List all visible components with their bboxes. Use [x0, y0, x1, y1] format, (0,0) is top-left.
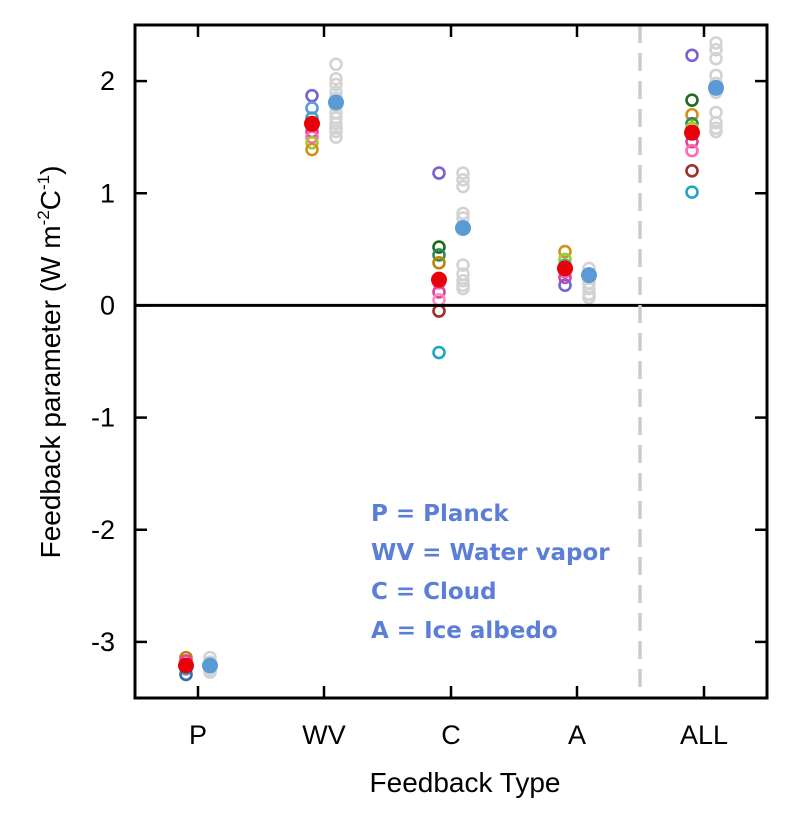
- x-tick-label-all: ALL: [680, 720, 728, 750]
- colored-model-point-all: [685, 93, 699, 107]
- gray-model-point-c: [456, 166, 470, 180]
- y-tick-label: 2: [100, 66, 115, 96]
- x-tick-label-c: C: [441, 720, 461, 750]
- y-axis-label-mid: C: [35, 190, 66, 210]
- colored-model-point-c: [432, 240, 446, 254]
- colored-model-point-c: [432, 345, 446, 360]
- y-tick-label: -3: [91, 627, 115, 657]
- gray-model-point-c: [456, 206, 470, 221]
- blue-mean-point-c: [455, 220, 471, 237]
- x-tick-label-p: P: [189, 720, 207, 750]
- red-mean-point-c: [431, 271, 447, 288]
- colored-model-point-wv: [305, 135, 319, 150]
- colored-model-point-wv: [305, 88, 319, 103]
- colored-model-point-c: [432, 293, 446, 307]
- gray-model-point-c: [456, 172, 470, 187]
- blue-mean-point-all: [708, 79, 724, 96]
- red-mean-point-a: [557, 260, 573, 277]
- legend-item-planck: P = Planck: [371, 501, 509, 527]
- gray-model-point-c: [456, 281, 470, 296]
- y-tick-label: 1: [100, 178, 115, 208]
- gray-model-point-wv: [329, 116, 343, 131]
- gray-model-point-a: [582, 290, 596, 305]
- red-mean-point-p: [178, 657, 194, 674]
- gray-model-point-c: [456, 179, 470, 194]
- colored-model-point-c: [432, 166, 446, 180]
- chart-axes: P WV C A ALL -3 -2 -1 0 1 2: [91, 23, 769, 750]
- legend-item-cloud: C = Cloud: [371, 579, 497, 605]
- gray-model-point-c: [456, 273, 470, 288]
- colored-model-point-a: [558, 278, 572, 293]
- y-axis-label-end: ): [35, 166, 66, 175]
- y-tick-label: -1: [91, 403, 115, 433]
- gray-model-point-c: [456, 258, 470, 272]
- red-mean-point-wv: [304, 115, 320, 132]
- gray-model-point-all: [709, 124, 723, 139]
- colored-model-point-all: [685, 143, 699, 158]
- blue-mean-point-wv: [328, 94, 344, 111]
- colored-model-point-all: [685, 48, 699, 63]
- colored-model-point-all: [685, 107, 699, 122]
- colored-model-point-c: [432, 304, 446, 318]
- legend: P = Planck WV = Water vapor C = Cloud A …: [371, 501, 610, 644]
- y-axis-label-main: Feedback parameter (W m: [35, 225, 66, 558]
- gray-model-point-wv: [329, 77, 343, 92]
- gray-model-point-all: [709, 36, 723, 50]
- blue-mean-point-a: [581, 267, 597, 284]
- colored-model-point-all: [685, 185, 699, 199]
- colored-model-point-all: [685, 164, 699, 178]
- gray-model-point-wv: [329, 57, 343, 72]
- legend-item-ice-albedo: A = Ice albedo: [371, 618, 558, 644]
- y-axis-label: Feedback parameter (W m-2C-1): [34, 166, 66, 559]
- gray-model-point-wv: [329, 124, 343, 139]
- y-tick-label: 0: [100, 290, 115, 320]
- gray-model-point-wv: [329, 130, 343, 144]
- x-tick-label-wv: WV: [302, 720, 346, 750]
- y-axis-label-sup2: -1: [34, 175, 53, 190]
- legend-item-water-vapor: WV = Water vapor: [371, 540, 610, 566]
- gray-model-point-all: [709, 42, 723, 57]
- gray-model-point-all: [709, 51, 723, 66]
- y-axis-label-sup1: -2: [34, 210, 53, 225]
- x-axis-label: Feedback Type: [370, 767, 561, 798]
- y-tick-label: -2: [91, 515, 115, 545]
- x-tick-label-a: A: [568, 720, 586, 750]
- gray-model-point-wv: [329, 72, 343, 86]
- chart-marks: [178, 36, 724, 682]
- colored-model-point-c: [432, 248, 446, 262]
- blue-mean-point-p: [202, 657, 218, 674]
- colored-model-point-c: [432, 255, 446, 270]
- red-mean-point-all: [684, 124, 700, 141]
- gray-model-point-all: [709, 115, 723, 130]
- colored-model-point-wv: [305, 142, 319, 157]
- colored-model-point-a: [558, 244, 572, 259]
- plot-frame: [133, 23, 769, 700]
